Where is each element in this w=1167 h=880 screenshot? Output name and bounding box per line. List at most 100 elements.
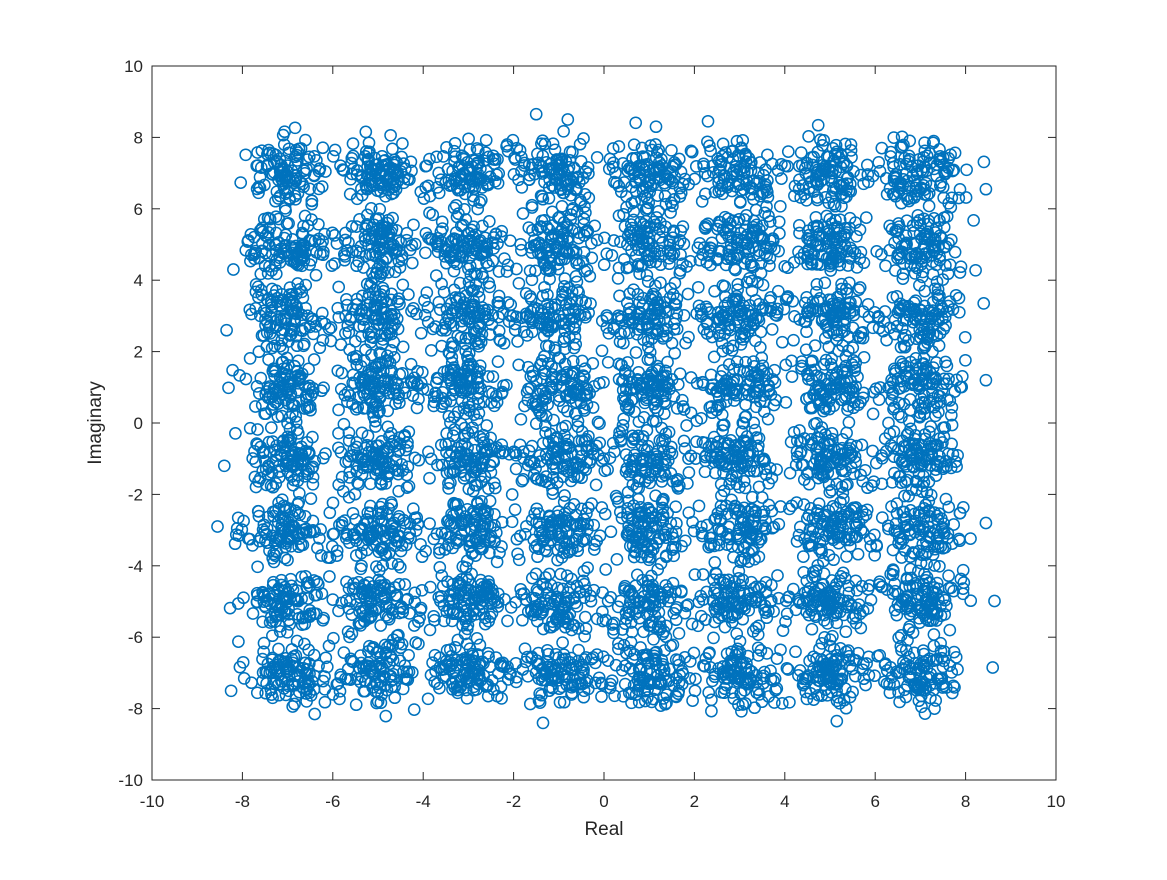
data-point: [334, 382, 348, 396]
data-point: [380, 683, 394, 697]
data-point: [376, 497, 389, 511]
data-point: [290, 634, 304, 648]
data-point: [272, 688, 286, 702]
data-point: [310, 153, 323, 167]
data-point: [317, 381, 330, 395]
data-point: [340, 529, 354, 542]
data-point: [304, 492, 318, 505]
data-point: [315, 587, 329, 600]
data-point: [397, 513, 410, 527]
data-point: [266, 147, 280, 161]
data-point: [289, 329, 303, 343]
data-point: [280, 217, 294, 231]
data-point: [250, 182, 264, 196]
data-point: [267, 575, 280, 589]
data-point: [349, 698, 363, 712]
data-point: [246, 607, 260, 620]
data-point: [309, 607, 323, 621]
data-point: [271, 410, 285, 423]
data-point: [266, 480, 280, 494]
data-point: [335, 470, 349, 484]
data-point: [412, 637, 425, 651]
data-point: [254, 161, 268, 174]
data-point: [233, 660, 247, 674]
data-point: [354, 562, 368, 576]
data-point: [399, 593, 413, 607]
data-point: [222, 381, 235, 395]
data-point: [364, 499, 377, 513]
data-point: [310, 575, 324, 589]
data-point: [239, 243, 253, 257]
data-point: [261, 225, 275, 239]
data-point: [259, 686, 273, 700]
data-point: [266, 168, 280, 181]
data-point: [289, 298, 302, 312]
data-point: [264, 421, 278, 434]
data-point: [285, 397, 299, 411]
data-point: [264, 295, 278, 309]
data-point: [302, 445, 315, 459]
data-point: [332, 604, 345, 618]
data-point: [244, 254, 257, 268]
data-point: [373, 500, 387, 514]
data-point: [270, 253, 283, 267]
data-point: [291, 146, 305, 159]
data-point: [293, 508, 307, 522]
data-point: [343, 594, 357, 608]
data-point: [274, 596, 288, 610]
data-point: [326, 226, 339, 240]
data-point: [289, 415, 303, 429]
data-point: [273, 625, 287, 638]
data-point: [330, 678, 344, 691]
data-point: [298, 209, 312, 223]
data-point: [392, 484, 406, 498]
data-point: [252, 180, 266, 194]
data-point: [279, 204, 292, 218]
data-point: [366, 681, 380, 694]
data-point: [269, 267, 283, 281]
data-point: [312, 182, 326, 196]
data-point: [398, 578, 412, 591]
data-point: [268, 597, 282, 611]
data-point: [266, 247, 279, 261]
data-point: [256, 615, 270, 629]
data-point: [402, 665, 416, 679]
data-point: [274, 578, 288, 592]
data-point: [311, 541, 324, 555]
data-point: [285, 241, 299, 255]
data-point: [323, 570, 336, 583]
data-point: [302, 362, 315, 376]
data-point: [266, 614, 279, 628]
data-point: [412, 615, 425, 628]
data-point: [395, 539, 409, 552]
data-point: [318, 670, 331, 683]
data-point: [315, 315, 329, 329]
data-point: [252, 509, 266, 523]
data-point: [383, 638, 397, 652]
data-point: [290, 667, 304, 681]
data-point: [296, 610, 309, 624]
data-point: [285, 305, 299, 318]
data-point: [424, 580, 437, 594]
data-point: [283, 288, 297, 301]
data-point: [378, 590, 392, 604]
data-point: [343, 630, 356, 644]
data-point: [398, 430, 411, 444]
data-point: [304, 388, 318, 402]
data-point: [256, 446, 270, 460]
data-point: [265, 341, 279, 355]
data-point: [239, 372, 253, 386]
data-point: [258, 259, 272, 273]
data-point: [334, 670, 348, 684]
data-point: [250, 686, 264, 700]
data-point: [293, 282, 307, 296]
data-point: [306, 460, 320, 474]
data-point: [326, 496, 340, 510]
data-point: [314, 247, 327, 261]
data-point: [291, 277, 305, 290]
data-point: [307, 648, 321, 662]
data-point: [326, 150, 340, 163]
data-point: [379, 646, 393, 659]
data-point: [288, 697, 301, 711]
data-point: [392, 628, 405, 642]
